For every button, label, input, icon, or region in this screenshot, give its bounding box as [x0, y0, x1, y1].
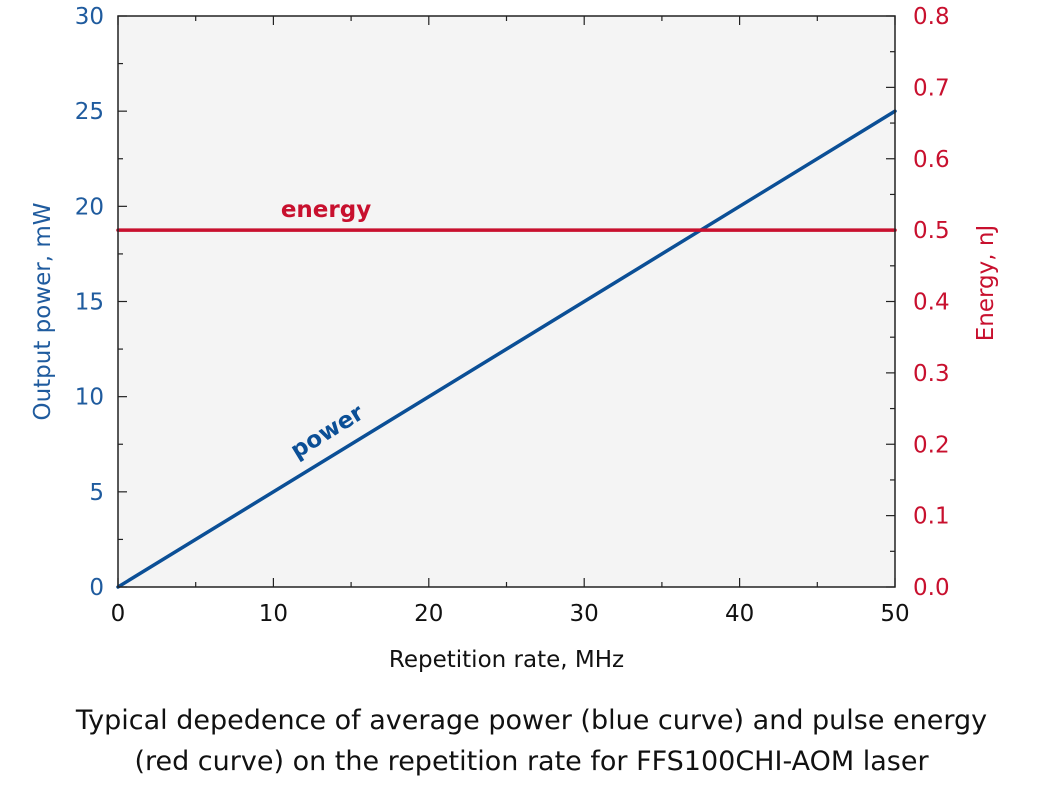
y-axis-label-left: Output power, mW	[30, 202, 56, 420]
plot-frame	[117, 15, 896, 588]
y2-tick-label-right: 0.5	[913, 218, 950, 244]
series-label-energy: energy	[281, 197, 371, 223]
y2-tick-label-right: 0.4	[913, 290, 950, 316]
x-tick-label: 20	[414, 601, 443, 627]
tick-labels: 0 10 20 30 40 50 0 5 10 15 20 25 30 0.0 0.1 0.2 0.3 0.4 0.…	[75, 4, 950, 627]
y-tick-label-left: 30	[75, 4, 104, 30]
y-tick-label-left: 5	[89, 480, 104, 506]
y-tick-label-left: 20	[75, 194, 104, 220]
y-axis-label-right: Energy, nJ	[973, 225, 999, 342]
x-axis-label: Repetition rate, MHz	[389, 647, 624, 673]
figure-caption: Typical depedence of average power (blue…	[0, 700, 1063, 782]
y-tick-label-left: 0	[89, 575, 104, 601]
caption-line-2: (red curve) on the repetition rate for F…	[134, 746, 929, 777]
y2-tick-label-right: 0.1	[913, 504, 950, 530]
y2-tick-label-right: 0.6	[913, 147, 950, 173]
y2-tick-label-right: 0.0	[913, 575, 950, 601]
minor-ticks	[118, 16, 895, 587]
x-tick-label: 50	[880, 601, 909, 627]
y2-tick-label-right: 0.2	[913, 432, 950, 458]
caption-line-1: Typical depedence of average power (blue…	[75, 705, 988, 736]
series-layer	[116, 109, 897, 589]
series-line-power	[116, 109, 897, 589]
x-tick-label: 40	[725, 601, 754, 627]
y2-tick-label-right: 0.3	[913, 361, 950, 387]
y-tick-label-left: 10	[75, 385, 104, 411]
y-tick-label-left: 25	[75, 99, 104, 125]
chart: 0 10 20 30 40 50 0 5 10 15 20 25 30 0.0 0.1 0.2 0.3 0.4 0.…	[30, 4, 999, 673]
y2-tick-label-right: 0.8	[913, 4, 950, 30]
plot-area	[118, 16, 895, 587]
y-tick-label-left: 15	[75, 290, 104, 316]
x-tick-label: 0	[111, 601, 126, 627]
y2-tick-label-right: 0.7	[913, 75, 950, 101]
x-tick-label: 30	[570, 601, 599, 627]
x-tick-label: 10	[259, 601, 288, 627]
